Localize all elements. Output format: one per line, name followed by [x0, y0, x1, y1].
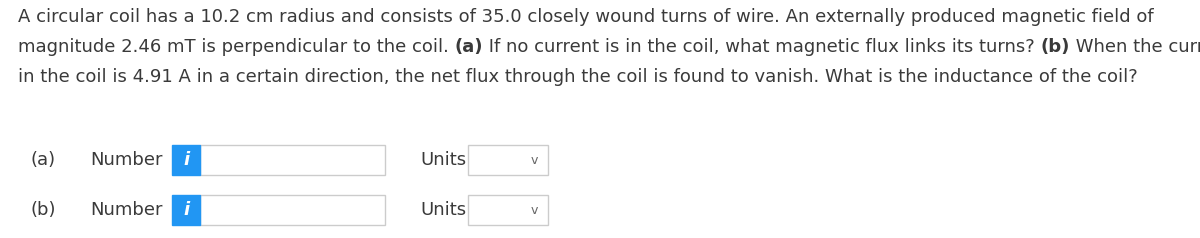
Text: (a): (a)	[30, 151, 55, 169]
Text: Number: Number	[90, 151, 162, 169]
Text: If no current is in the coil, what magnetic flux links its turns?: If no current is in the coil, what magne…	[484, 38, 1040, 56]
FancyBboxPatch shape	[468, 145, 548, 175]
Text: v: v	[530, 154, 538, 167]
Text: (a): (a)	[455, 38, 484, 56]
Text: A circular coil has a 10.2 cm radius and consists of 35.0 closely wound turns of: A circular coil has a 10.2 cm radius and…	[18, 8, 1153, 26]
FancyBboxPatch shape	[200, 145, 385, 175]
Text: (b): (b)	[30, 201, 55, 219]
Text: Number: Number	[90, 201, 162, 219]
Text: Units: Units	[420, 201, 466, 219]
Text: i: i	[182, 201, 190, 219]
Text: Units: Units	[420, 151, 466, 169]
Text: i: i	[182, 151, 190, 169]
FancyBboxPatch shape	[172, 195, 200, 225]
Text: v: v	[530, 203, 538, 217]
Text: (b): (b)	[1040, 38, 1070, 56]
Text: in the coil is 4.91 A in a certain direction, the net flux through the coil is f: in the coil is 4.91 A in a certain direc…	[18, 68, 1138, 86]
FancyBboxPatch shape	[200, 195, 385, 225]
FancyBboxPatch shape	[172, 145, 200, 175]
FancyBboxPatch shape	[468, 195, 548, 225]
Text: magnitude 2.46 mT is perpendicular to the coil.: magnitude 2.46 mT is perpendicular to th…	[18, 38, 455, 56]
Text: When the current: When the current	[1070, 38, 1200, 56]
